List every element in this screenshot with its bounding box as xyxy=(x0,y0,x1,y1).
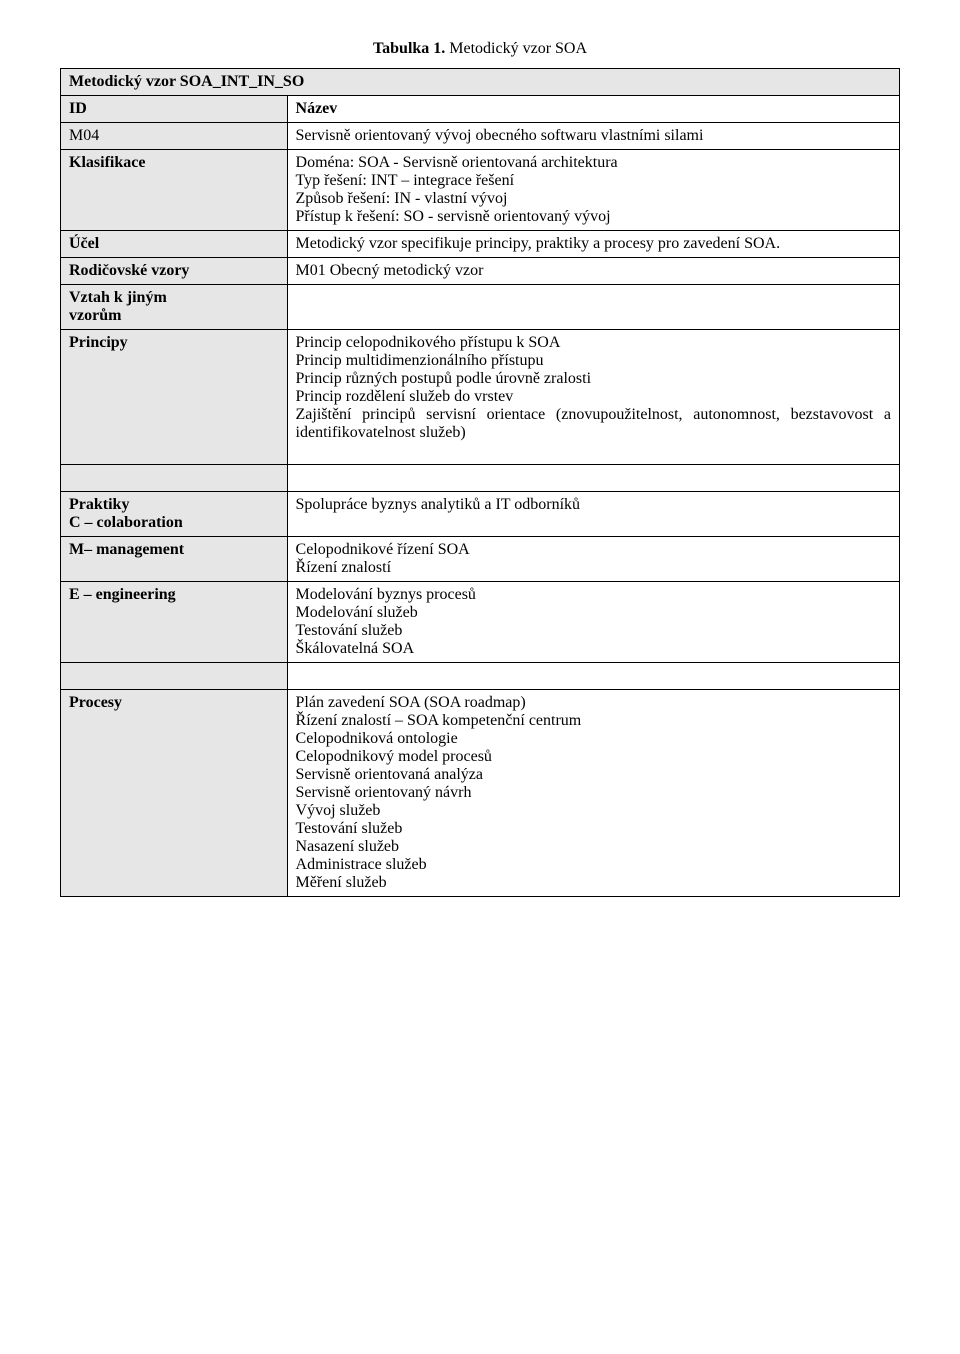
row-value-engineering: Modelování byznys procesů Modelování slu… xyxy=(287,582,899,663)
engineering-line: Škálovatelná SOA xyxy=(296,640,891,658)
row-value-nazev: Název xyxy=(287,96,899,123)
row-label-engineering: E – engineering xyxy=(61,582,288,663)
procesy-line: Administrace služeb xyxy=(296,856,891,874)
table-row: M– management Celopodnikové řízení SOA Ř… xyxy=(61,537,900,582)
document-page: Tabulka 1. Metodický vzor SOA Metodický … xyxy=(0,0,960,937)
management-line: Celopodnikové řízení SOA xyxy=(296,541,891,559)
procesy-line: Celopodniková ontologie xyxy=(296,730,891,748)
row-value-ucel: Metodický vzor specifikuje principy, pra… xyxy=(287,231,899,258)
row-value-procesy: Plán zavedení SOA (SOA roadmap) Řízení z… xyxy=(287,690,899,897)
row-label-id: ID xyxy=(61,96,288,123)
row-value-vztah xyxy=(287,285,899,330)
klasifikace-line: Typ řešení: INT – integrace řešení xyxy=(296,172,891,190)
table-row: Rodičovské vzory M01 Obecný metodický vz… xyxy=(61,258,900,285)
soa-table: Metodický vzor SOA_INT_IN_SO ID Název M0… xyxy=(60,68,900,897)
section-title: Metodický vzor SOA_INT_IN_SO xyxy=(61,69,900,96)
row-label-vztah: Vztah k jiným vzorům xyxy=(61,285,288,330)
row-label-procesy: Procesy xyxy=(61,690,288,897)
praktiky-value: Spolupráce byznys analytiků a IT odborní… xyxy=(296,496,891,514)
empty-label xyxy=(61,663,288,690)
table-caption: Tabulka 1. Metodický vzor SOA xyxy=(60,40,900,58)
principy-line: Princip různých postupů podle úrovně zra… xyxy=(296,370,891,388)
praktiky-label-line1: Praktiky xyxy=(69,496,279,514)
caption-label: Tabulka 1. xyxy=(373,40,445,57)
row-value-management: Celopodnikové řízení SOA Řízení znalostí xyxy=(287,537,899,582)
engineering-line: Testování služeb xyxy=(296,622,891,640)
procesy-line: Vývoj služeb xyxy=(296,802,891,820)
vztah-label-line1: Vztah k jiným xyxy=(69,289,279,307)
table-section-title-row: Metodický vzor SOA_INT_IN_SO xyxy=(61,69,900,96)
table-row: Principy Princip celopodnikového přístup… xyxy=(61,330,900,465)
procesy-line: Servisně orientovaný návrh xyxy=(296,784,891,802)
row-label-management: M– management xyxy=(61,537,288,582)
praktiky-label-line2: C – colaboration xyxy=(69,514,279,532)
row-value-principy: Princip celopodnikového přístupu k SOA P… xyxy=(287,330,899,465)
principy-line: Princip rozdělení služeb do vrstev xyxy=(296,388,891,406)
procesy-line: Měření služeb xyxy=(296,874,891,892)
row-value-m04: Servisně orientovaný vývoj obecného soft… xyxy=(287,123,899,150)
table-row: Praktiky C – colaboration Spolupráce byz… xyxy=(61,492,900,537)
table-row-empty xyxy=(61,663,900,690)
klasifikace-line: Způsob řešení: IN - vlastní vývoj xyxy=(296,190,891,208)
table-row: Účel Metodický vzor specifikuje principy… xyxy=(61,231,900,258)
klasifikace-line: Přístup k řešení: SO - servisně orientov… xyxy=(296,208,891,226)
row-label-rodicovske: Rodičovské vzory xyxy=(61,258,288,285)
engineering-line: Modelování služeb xyxy=(296,604,891,622)
empty-label xyxy=(61,465,288,492)
empty-value xyxy=(287,663,899,690)
table-row: Klasifikace Doména: SOA - Servisně orien… xyxy=(61,150,900,231)
klasifikace-line: Doména: SOA - Servisně orientovaná archi… xyxy=(296,154,891,172)
procesy-line: Nasazení služeb xyxy=(296,838,891,856)
table-row: M04 Servisně orientovaný vývoj obecného … xyxy=(61,123,900,150)
row-label-ucel: Účel xyxy=(61,231,288,258)
engineering-line: Modelování byznys procesů xyxy=(296,586,891,604)
table-row: Vztah k jiným vzorům xyxy=(61,285,900,330)
table-row: Procesy Plán zavedení SOA (SOA roadmap) … xyxy=(61,690,900,897)
vztah-label-line2: vzorům xyxy=(69,307,279,325)
row-label-principy: Principy xyxy=(61,330,288,465)
row-value-klasifikace: Doména: SOA - Servisně orientovaná archi… xyxy=(287,150,899,231)
table-row: E – engineering Modelování byznys proces… xyxy=(61,582,900,663)
empty-value xyxy=(287,465,899,492)
procesy-line: Celopodnikový model procesů xyxy=(296,748,891,766)
procesy-line: Testování služeb xyxy=(296,820,891,838)
table-row: ID Název xyxy=(61,96,900,123)
principy-line: Princip multidimenzionálního přístupu xyxy=(296,352,891,370)
row-label-praktiky: Praktiky C – colaboration xyxy=(61,492,288,537)
row-label-klasifikace: Klasifikace xyxy=(61,150,288,231)
procesy-line: Plán zavedení SOA (SOA roadmap) xyxy=(296,694,891,712)
table-row-empty xyxy=(61,465,900,492)
row-value-rodicovske: M01 Obecný metodický vzor xyxy=(287,258,899,285)
management-line: Řízení znalostí xyxy=(296,559,891,577)
principy-line: Zajištění principů servisní orientace (z… xyxy=(296,406,891,442)
row-label-m04: M04 xyxy=(61,123,288,150)
procesy-line: Řízení znalostí – SOA kompetenční centru… xyxy=(296,712,891,730)
caption-text: Metodický vzor SOA xyxy=(445,40,587,57)
principy-line: Princip celopodnikového přístupu k SOA xyxy=(296,334,891,352)
procesy-line: Servisně orientovaná analýza xyxy=(296,766,891,784)
row-value-praktiky: Spolupráce byznys analytiků a IT odborní… xyxy=(287,492,899,537)
